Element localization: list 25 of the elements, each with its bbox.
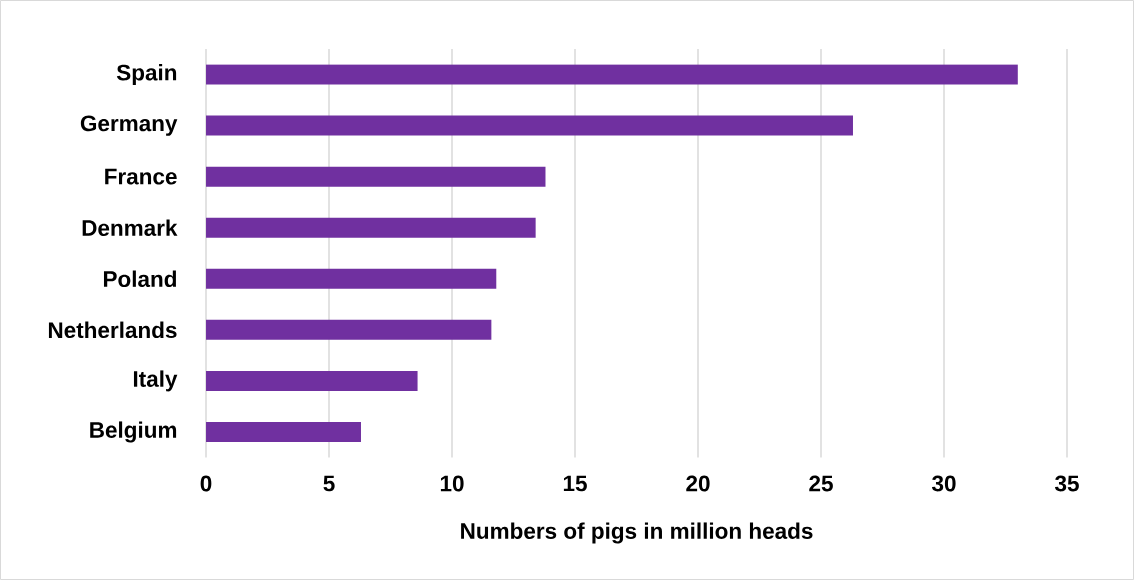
y-tick-label: Belgium bbox=[90, 421, 177, 443]
x-tick-label: 15 bbox=[563, 475, 587, 492]
bar bbox=[206, 370, 418, 391]
bar bbox=[206, 268, 497, 289]
bar bbox=[206, 64, 1018, 85]
x-tick-label: 20 bbox=[686, 475, 710, 492]
y-tick-label: France bbox=[105, 168, 177, 185]
x-tick-label: 10 bbox=[440, 475, 464, 492]
y-tick-label: Netherlands bbox=[48, 321, 177, 339]
bar bbox=[206, 421, 361, 442]
y-tick-label: Germany bbox=[80, 115, 178, 136]
bar bbox=[206, 115, 853, 136]
bar bbox=[206, 166, 546, 187]
x-tick-label: 35 bbox=[1055, 475, 1079, 492]
y-tick-label: Poland bbox=[103, 270, 176, 288]
x-tick-label: 0 bbox=[200, 475, 212, 492]
y-tick-label: Denmark bbox=[82, 219, 178, 236]
y-tick-label: Italy bbox=[133, 370, 178, 392]
y-tick-label: Spain bbox=[116, 64, 177, 86]
x-tick-label: 30 bbox=[932, 475, 956, 492]
bar bbox=[206, 319, 492, 340]
x-tick-label: 5 bbox=[323, 475, 335, 492]
bar bbox=[206, 217, 536, 238]
x-tick-label: 25 bbox=[809, 475, 833, 492]
x-axis-title: Numbers of pigs in million heads bbox=[461, 522, 813, 544]
